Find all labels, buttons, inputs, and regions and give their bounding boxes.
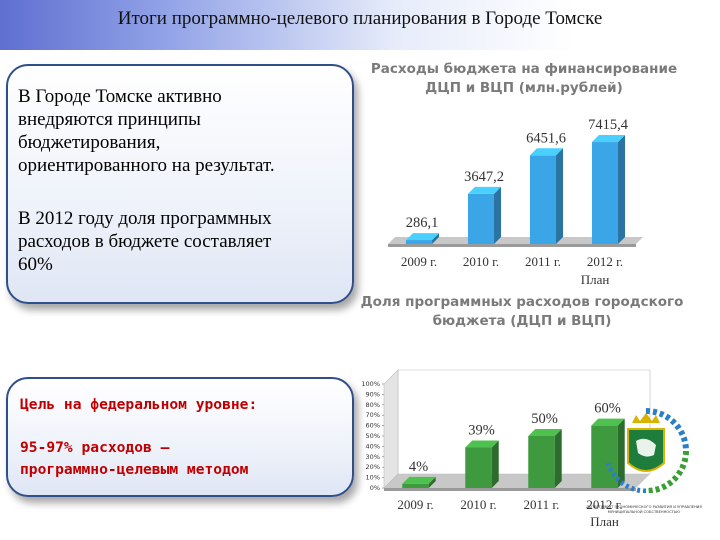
chart2-side-wall xyxy=(383,369,399,489)
chart1-bar xyxy=(467,193,495,244)
chart1-bar-top xyxy=(467,186,502,194)
chart2-value-label: 50% xyxy=(531,411,558,427)
chart2-title-line: бюджета (ДЦП и ВЦП) xyxy=(433,313,612,329)
chart2-y-tick-label: 90% xyxy=(366,390,380,398)
chart2-bar-side xyxy=(617,418,625,488)
chart2-floor xyxy=(384,474,650,488)
chart2-floor-edge xyxy=(384,488,636,491)
info-paragraph-1: В Городе Томске активно внедряются принц… xyxy=(18,86,275,176)
chart1-category-label: 2009 г. xyxy=(401,254,437,269)
chart2-y-tick-label: 60% xyxy=(366,422,380,430)
chart1-category-note: План xyxy=(581,272,610,287)
chart1-category-label: 2010 г. xyxy=(463,254,499,269)
chart1-bar xyxy=(529,155,557,244)
chart2-category-note: План xyxy=(590,514,619,529)
chart2-y-tick-label: 50% xyxy=(366,432,380,440)
page-title: Итоги программно-целевого планирования в… xyxy=(117,8,603,29)
chart1-value-label: 286,1 xyxy=(406,215,439,231)
chart1-category-label: 2012 г. xyxy=(587,254,623,269)
chart2-category-label: 2010 г. xyxy=(460,497,496,512)
chart2-y-tick-label: 0% xyxy=(370,484,380,492)
goal-text: 95-97% расходов – программно-целевым мет… xyxy=(20,439,249,478)
chart2-bar xyxy=(528,436,555,488)
chart1-bar-side xyxy=(618,135,626,244)
chart1-bar-side xyxy=(494,186,502,244)
info-box-top xyxy=(6,64,354,304)
chart2-bar-side xyxy=(491,440,499,488)
chart1-bar-top xyxy=(405,233,440,241)
tomsk-coat-of-arms-icon xyxy=(605,408,689,493)
chart1-title-line: Расходы бюджета на финансирование xyxy=(371,61,677,77)
chart1-bar-top xyxy=(529,148,564,156)
goal-box xyxy=(6,377,354,497)
chart1-floor-edge xyxy=(388,244,636,247)
chart2-category-label: 2012 г. xyxy=(586,497,622,512)
chart2-y-tick-label: 40% xyxy=(366,442,380,450)
chart1-title-line: ДЦП и ВЦП (млн.рублей) xyxy=(425,80,623,96)
chart1-bar xyxy=(405,240,433,244)
chart2-bar xyxy=(591,425,618,488)
chart1-value-label: 6451,6 xyxy=(526,130,566,146)
chart2-y-tick-label: 30% xyxy=(366,453,380,461)
chart2-bar-side xyxy=(554,429,562,488)
chart2-bar-top xyxy=(528,429,562,436)
goal-title: Цель на федеральном уровне: xyxy=(20,396,258,413)
chart2-y-tick-label: 10% xyxy=(366,474,380,482)
chart2-category-label: 2011 г. xyxy=(524,497,560,512)
chart1-value-label: 7415,4 xyxy=(588,117,629,133)
chart2-value-label: 4% xyxy=(409,459,428,475)
chart2-y-tick-label: 20% xyxy=(366,463,380,471)
chart2-bar-top xyxy=(591,418,625,426)
chart2-bar-top xyxy=(402,476,436,484)
chart2-y-tick-label: 80% xyxy=(366,401,380,409)
chart2-bar xyxy=(465,447,492,488)
info-paragraph-2: В 2012 году доля программных расходов в … xyxy=(18,208,272,275)
chart1-category-label: 2011 г. xyxy=(525,254,561,269)
chart2-bar-top xyxy=(465,440,499,448)
chart2-value-label: 39% xyxy=(468,422,495,438)
chart1-bar-side xyxy=(556,148,564,244)
chart2-y-tick-label: 70% xyxy=(366,411,380,419)
chart2-value-label: 60% xyxy=(594,401,621,417)
chart1-bar-top xyxy=(591,135,626,143)
chart1-value-label: 3647,2 xyxy=(464,169,504,185)
chart2-bar-side xyxy=(428,476,436,488)
chart1-bar xyxy=(591,142,619,244)
header-bar xyxy=(0,0,720,50)
chart1-floor xyxy=(388,237,643,244)
chart2-category-label: 2009 г. xyxy=(397,497,433,512)
chart2-bar xyxy=(402,483,429,488)
chart1-bar-side xyxy=(432,233,440,244)
chart2-y-tick-label: 100% xyxy=(361,380,380,388)
chart2-title-line: Доля программных расходов городского xyxy=(361,294,684,310)
logo-caption: ДЕПАРТАМЕНТ ЭКОНОМИЧЕСКОГО РАЗВИТИЯ И УП… xyxy=(586,505,702,514)
